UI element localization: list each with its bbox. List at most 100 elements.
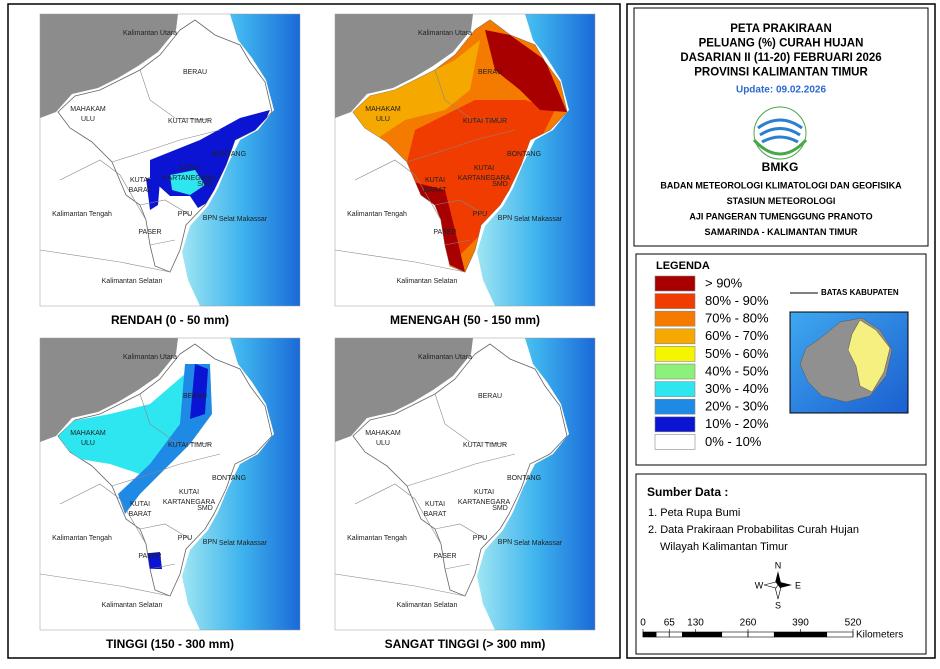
- regency-boundary: [354, 159, 442, 221]
- info-frame: [626, 3, 936, 659]
- place-label: PPU: [178, 535, 192, 542]
- place-label: SMD: [492, 181, 508, 188]
- legend-title: LEGENDA: [656, 260, 710, 272]
- place-label: Kalimantan Tengah: [347, 211, 407, 218]
- place-label: Kalimantan Utara: [123, 30, 177, 37]
- place-label: KARTANEGARA: [458, 499, 511, 506]
- scale-segment: [682, 631, 696, 638]
- place-label: PASER: [433, 229, 456, 236]
- header-box: [633, 7, 929, 247]
- place-label: Kalimantan Selatan: [397, 278, 458, 285]
- regency-boundary: [434, 523, 486, 540]
- place-label: PPU: [178, 211, 192, 218]
- maps: Kalimantan Utara BERAU MAHAKAM ULU KUTAI TIM…: [39, 13, 596, 651]
- place-label: Kalimantan Tengah: [347, 535, 407, 542]
- legend-swatch: [654, 310, 696, 327]
- place-label: Selat Makassar: [514, 540, 563, 547]
- title-line: PELUANG (%) CURAH HUJAN: [699, 38, 864, 50]
- neighbour-land: [335, 338, 473, 442]
- source-item: 1. Peta Rupa Bumi: [648, 507, 740, 519]
- legend-label: 60% - 70%: [705, 328, 769, 343]
- scale-segment: [721, 631, 749, 638]
- scale-tick-label: 520: [845, 618, 862, 629]
- update-date: Update: 09.02.2026: [736, 85, 826, 96]
- place-label: ULU: [81, 116, 95, 123]
- compass-letter: W: [755, 580, 764, 590]
- place-label: Kalimantan Selatan: [397, 602, 458, 609]
- legend-label: > 90%: [705, 275, 743, 290]
- sources: Sumber Data : 1. Peta Rupa Bumi 2. Data Pr…: [640, 485, 903, 640]
- place-label: BPN: [203, 215, 217, 222]
- place-label: BPN: [498, 215, 512, 222]
- legend-swatch: [654, 346, 696, 362]
- maps-frame: [7, 3, 621, 659]
- rainfall-area: [58, 364, 210, 474]
- scale-tick-label: 390: [792, 618, 809, 629]
- place-label: Kalimantan Selatan: [102, 602, 163, 609]
- place-label: Kalimantan Tengah: [52, 535, 112, 542]
- place-label: BERAU: [183, 393, 207, 400]
- legend-label: 0% - 10%: [705, 434, 762, 449]
- sources-title: Sumber Data :: [647, 485, 728, 499]
- place-label: MAHAKAM: [365, 430, 401, 437]
- place-label: BARAT: [424, 187, 448, 194]
- place-label: PASER: [433, 553, 456, 560]
- legend-label: 50% - 60%: [705, 346, 769, 361]
- scale-segment: [695, 631, 723, 638]
- map-panel: Kalimantan Utara BERAU MAHAKAM ULU KUTAI TIM…: [39, 13, 301, 307]
- legend-box: [635, 253, 927, 466]
- legend-swatch: [654, 363, 696, 380]
- place-label: KUTAI TIMUR: [168, 118, 212, 125]
- province: [57, 19, 273, 273]
- rainfall-area: [170, 170, 205, 195]
- place-label: MAHAKAM: [70, 430, 106, 437]
- compass-letter: N: [775, 560, 782, 570]
- regency-boundary: [444, 563, 471, 570]
- map-border: [39, 13, 301, 307]
- place-label: Kalimantan Utara: [123, 354, 177, 361]
- place-label: ULU: [376, 116, 390, 123]
- place-label: KUTAI: [130, 177, 150, 184]
- compass-letter: E: [795, 580, 801, 590]
- agency-line: AJI PANGERAN TUMENGGUNG PRANOTO: [689, 211, 872, 221]
- province: [352, 343, 568, 597]
- legend-swatch: [654, 293, 696, 309]
- place-label: BARAT: [129, 187, 153, 194]
- place-label: KUTAI: [179, 489, 199, 496]
- rainfall-area: [190, 364, 208, 419]
- regency-boundary: [149, 239, 176, 246]
- place-label: BARAT: [424, 511, 448, 518]
- place-label: KARTANEGARA: [163, 499, 216, 506]
- title-line: DASARIAN II (11-20) FEBRUARI 2026: [680, 52, 881, 64]
- regency-boundary: [111, 453, 221, 487]
- place-label: KUTAI: [425, 177, 445, 184]
- regency-boundary: [354, 483, 442, 545]
- place-label: KUTAI: [179, 165, 199, 172]
- regency-boundary: [406, 129, 516, 163]
- legend-swatch: [654, 275, 696, 292]
- regency-boundary: [139, 393, 211, 445]
- place-label: PASER: [138, 553, 161, 560]
- map-border: [334, 13, 596, 307]
- legend-swatch: [654, 328, 696, 345]
- place-label: MAHAKAM: [70, 106, 106, 113]
- place-label: BONTANG: [212, 475, 246, 482]
- title-line: PROVINSI KALIMANTAN TIMUR: [694, 67, 868, 79]
- boundary-label: BATAS KABUPATEN: [821, 288, 899, 297]
- scale-unit: Kilometers: [856, 630, 903, 641]
- province: [57, 343, 273, 597]
- place-label: KARTANEGARA: [458, 175, 511, 182]
- legend-label: 40% - 50%: [705, 363, 769, 378]
- place-label: BONTANG: [507, 151, 541, 158]
- scale-tick-label: 65: [664, 618, 676, 629]
- legend: LEGENDA > 90% 80% - 90% 70% - 80% 60% - 70% 5…: [654, 260, 909, 450]
- place-label: KUTAI TIMUR: [168, 442, 212, 449]
- legend-label: 70% - 80%: [705, 311, 769, 326]
- regency-boundary: [149, 563, 176, 570]
- place-label: Kalimantan Tengah: [52, 211, 112, 218]
- place-label: KUTAI TIMUR: [463, 118, 507, 125]
- map-caption: RENDAH (0 - 50 mm): [111, 313, 229, 327]
- regency-boundary: [139, 69, 211, 121]
- place-label: SMD: [197, 181, 213, 188]
- legend-label: 10% - 20%: [705, 416, 769, 431]
